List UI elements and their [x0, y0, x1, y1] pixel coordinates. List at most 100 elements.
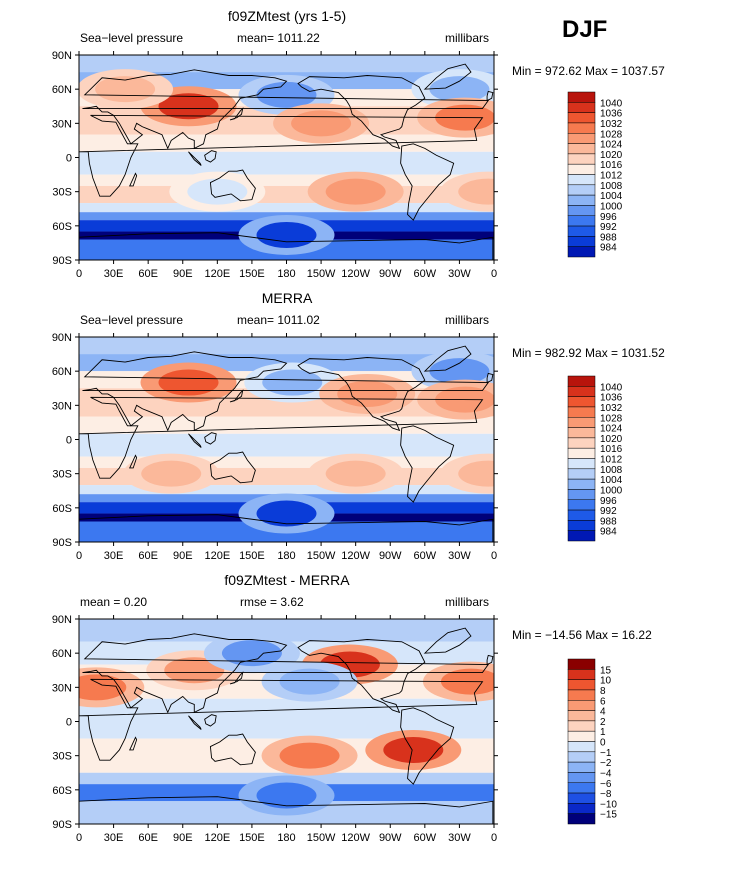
panel-3-lon-tick-label: 90W [379, 832, 402, 844]
panel-3-coastline [209, 733, 256, 766]
panel-3-colorbar-label: 1 [600, 727, 606, 738]
panel-1-colorbar-box [567, 163, 596, 175]
panel-1-coastline [129, 172, 138, 187]
panel-3-coastline [486, 654, 494, 666]
panel-1-lon-tick-label: 0 [491, 268, 497, 280]
panel-1-zonal-band [79, 174, 494, 186]
panel-1-coastline [400, 143, 455, 221]
panel-3-right-label: millibars [445, 595, 490, 609]
panel-2-colorbar-label: 1012 [600, 455, 623, 466]
panel-2-colorbar-label: 1008 [600, 465, 623, 476]
panel-2-colorbar-label: 996 [600, 496, 617, 507]
panel-2-colorbar-box [567, 447, 596, 459]
panel-1-lat-tick-label: 30N [52, 118, 72, 130]
panel-1-zonal-band [79, 151, 494, 175]
panel-1-colorbar-label: 1020 [600, 150, 623, 161]
panel-3-coastline [204, 714, 217, 727]
panel-2-colorbar-label: 984 [600, 527, 617, 538]
panel-3-colorbar-label: −15 [600, 810, 617, 821]
panel-3-lon-tick-label: 60W [414, 832, 437, 844]
panel-2-coastline [400, 425, 455, 503]
panel-2-colorbar-box [567, 386, 596, 397]
panel-3-colorbar-label: 8 [600, 686, 606, 697]
panel-2-lon-tick-label: 0 [76, 550, 82, 562]
panel-1-feature-10 [256, 221, 317, 248]
panel-2-lon-tick-label: 60W [414, 550, 437, 562]
panel-2-colorbar-box [567, 396, 596, 408]
panel-3-lat-tick-label: 30S [52, 751, 72, 763]
panel-2-lon-tick-label: 120E [204, 550, 230, 562]
panel-2-coastline [82, 351, 490, 432]
panel-1-colorbar-label: 988 [600, 232, 617, 243]
panel-2-lat-tick-label: 90S [52, 537, 72, 549]
panel-1-colorbar-label: 1028 [600, 129, 623, 140]
panel-3-colorbar-box [567, 761, 596, 773]
panel-2-colorbar-box [567, 427, 596, 439]
panel-1-zonal-band [79, 185, 494, 204]
panel-3-feature-9 [256, 782, 317, 809]
panel-2-feature-9 [256, 500, 317, 527]
panel-1-colorbar-label: 1036 [600, 109, 623, 120]
panel-3-lon-tick-label: 150E [239, 832, 265, 844]
panel-2-lon-tick-label: 90W [379, 550, 402, 562]
panel-3-colorbar-label: −10 [600, 799, 617, 810]
panel-1-lon-tick-label: 90W [379, 268, 402, 280]
panel-3-lat-tick-label: 30N [52, 682, 72, 694]
panel-3-colorbar-box [567, 803, 596, 814]
panel-1-coastline [82, 69, 490, 150]
panel-1-lon-tick-label: 120W [341, 268, 370, 280]
panel-1-colorbar-label: 996 [600, 212, 617, 223]
panel-1-colorbar-box [567, 236, 596, 247]
panel-3-coastline [79, 796, 494, 824]
panel-1-colorbar-box [567, 215, 596, 227]
panel-3-lon-tick-label: 30W [448, 832, 471, 844]
panel-3-coastline [423, 627, 472, 654]
panel-1-lat-tick-label: 60S [52, 221, 72, 233]
panel-1-colorbar-label: 1008 [600, 181, 623, 192]
panel-1-colorbar-box [567, 194, 596, 206]
panel-2-colorbar-label: 988 [600, 516, 617, 527]
panel-3-colorbar-label: 0 [600, 738, 606, 749]
panel-2-lon-tick-label: 60E [138, 550, 158, 562]
panel-2-minmax: Min = 982.92 Max = 1031.52 [512, 346, 665, 360]
panel-1-coastline [204, 150, 217, 163]
panel-2-center-label: mean= 1011.02 [237, 313, 320, 327]
panel-3-lon-tick-label: 120W [341, 832, 370, 844]
panel-1-lat-tick-label: 60N [52, 84, 72, 96]
panel-2-colorbar-label: 1016 [600, 444, 623, 455]
panel-3-lon-tick-label: 60E [138, 832, 158, 844]
panel-2-feature-3 [429, 358, 490, 385]
panel-3-colorbar-box [567, 741, 596, 753]
panel-2-colorbar-box [567, 375, 596, 387]
panel-3-colorbar-box [567, 792, 596, 804]
panel-1-colorbar-box [567, 102, 596, 113]
panel-3-zonal-band [79, 619, 494, 642]
panel-2-map: 90N 60N 30N 0 30S 60S 90S 0 30E 60E 90E 120E 150E 180… [52, 332, 498, 562]
panel-1-coastline [209, 169, 256, 202]
panel-2-lat-tick-label: 60S [52, 503, 72, 515]
panel-3-coastline [79, 678, 484, 761]
panel-2-lon-tick-label: 30E [104, 550, 124, 562]
panel-3-lon-tick-label: 90E [173, 832, 193, 844]
panel-3-colorbar-box [567, 658, 596, 670]
panel-2-coastline [486, 372, 494, 384]
panel-3-colorbar-box [567, 720, 596, 732]
panel-1-colorbar-box [567, 225, 596, 237]
panel-1-colorbar-label: 1000 [600, 201, 623, 212]
panel-2-coastline [79, 396, 484, 479]
panel-1-coastline [486, 90, 494, 102]
panel-2-lon-tick-label: 150E [239, 550, 265, 562]
panel-3-colorbar-box [567, 772, 596, 783]
panel-3-coastline [229, 671, 244, 685]
panel-2-left-label: Sea−level pressure [80, 313, 184, 327]
panel-3-lon-tick-label: 180 [277, 832, 295, 844]
panel-2-colorbar-box [567, 468, 596, 480]
panel-2-coastline [188, 433, 202, 448]
panel-2-lat-tick-label: 90N [52, 332, 72, 344]
panel-1-lon-tick-label: 150W [307, 268, 336, 280]
panel-2-colorbar-box [567, 530, 596, 542]
panel-2-colorbar-label: 1040 [600, 382, 623, 393]
panel-3-colorbar-label: −2 [600, 758, 612, 769]
panel-3-lat-tick-label: 90N [52, 614, 72, 626]
panel-3-colorbar-box [567, 813, 596, 825]
